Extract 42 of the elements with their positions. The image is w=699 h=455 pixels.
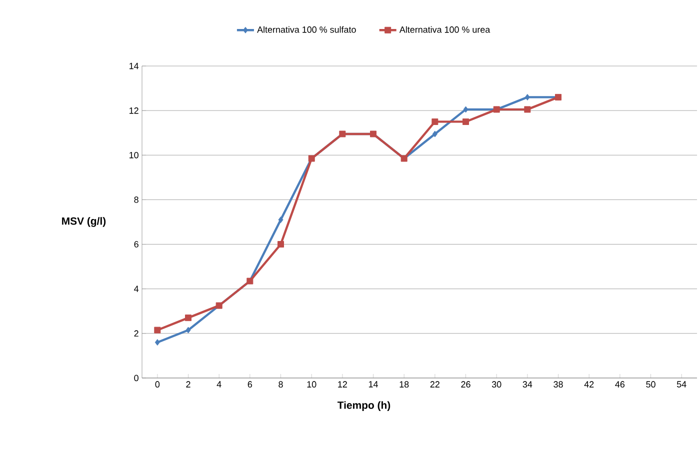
point <box>154 339 160 346</box>
legend-label: Alternativa 100 % sulfato <box>257 26 356 33</box>
point <box>186 326 191 334</box>
x-tick-label: 2 <box>186 381 190 388</box>
x-tick-label: 26 <box>461 381 470 388</box>
x-tick-label: 0 <box>155 381 160 388</box>
x-tick-label: 4 <box>216 381 222 388</box>
x-tick-label: 18 <box>400 381 409 388</box>
point <box>432 130 438 138</box>
point <box>524 106 531 113</box>
x-tick-label: 38 <box>554 381 563 388</box>
y-tick-label: 12 <box>130 107 138 114</box>
y-tick-label: 10 <box>130 152 138 158</box>
point <box>524 94 530 100</box>
point <box>154 326 161 334</box>
x-tick-label: 30 <box>492 381 502 388</box>
x-tick-label: 50 <box>646 381 656 388</box>
x-tick-label: 22 <box>430 381 440 388</box>
y-tick-label: 14 <box>130 62 139 70</box>
point <box>463 106 468 113</box>
x-tick-label: 42 <box>584 381 594 388</box>
y-tick-label: 8 <box>134 196 138 203</box>
x-tick-label: 46 <box>615 381 625 388</box>
x-axis-title: Tiempo (h) <box>337 401 390 411</box>
y-tick-label: 0 <box>134 374 138 382</box>
point <box>462 118 470 125</box>
y-tick-label: 4 <box>134 286 139 292</box>
x-tick-label: 34 <box>522 381 532 388</box>
x-tick-label: 8 <box>278 381 283 388</box>
point <box>278 216 284 224</box>
point <box>432 118 438 125</box>
x-tick-label: 14 <box>368 381 378 388</box>
y-axis-title: MSV (g/l) <box>62 217 106 227</box>
x-tick-label: 54 <box>676 381 686 388</box>
x-tick-label: 12 <box>338 381 347 388</box>
point <box>185 314 192 322</box>
point <box>278 241 284 248</box>
y-tick-label: 2 <box>134 330 138 337</box>
y-tick-label: 6 <box>134 241 138 248</box>
legend-label: Alternativa 100 % urea <box>399 26 490 33</box>
x-tick-label: 6 <box>248 381 252 388</box>
x-tick-label: 10 <box>307 381 316 388</box>
